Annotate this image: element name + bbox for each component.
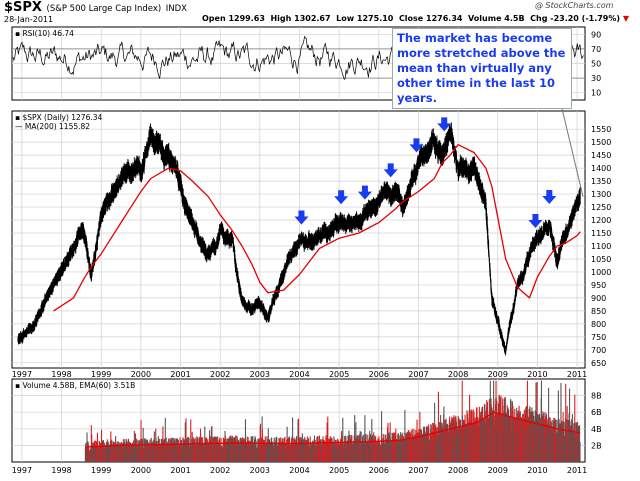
open-value: 1299.63	[228, 14, 265, 23]
price-legend: ▪ $SPX (Daily) 1276.34	[15, 113, 103, 122]
high-value: 1302.67	[294, 14, 331, 23]
price-y-tick-label: 1200	[591, 216, 611, 225]
x-tick-label-volume: 2005	[329, 466, 349, 475]
chart-title: $SPX (S&P 500 Large Cap Index) INDX	[4, 0, 187, 15]
exchange: INDX	[165, 4, 187, 14]
price-y-tick-label: 800	[591, 320, 606, 329]
price-y-tick-label: 1050	[591, 255, 611, 264]
price-y-tick-label: 850	[591, 307, 606, 316]
volume-y-tick-label: 8B	[591, 392, 602, 401]
price-y-tick-label: 1500	[591, 138, 611, 147]
x-tick-label-price: 2008	[448, 370, 468, 379]
x-tick-label-price: 2002	[210, 370, 230, 379]
x-tick-label-price: 1997	[12, 370, 32, 379]
change-value: -23.20 (-1.79%)	[550, 14, 621, 23]
price-y-tick-label: 950	[591, 281, 606, 290]
chart-date: 28-Jan-2011	[4, 15, 54, 24]
price-y-tick-label: 900	[591, 294, 606, 303]
x-tick-label-price: 1998	[51, 370, 71, 379]
x-tick-label-price: 2009	[488, 370, 508, 379]
down-arrow-marker	[542, 190, 557, 205]
x-tick-label-price: 1999	[91, 370, 111, 379]
rsi-y-tick-label: 30	[591, 74, 601, 83]
x-tick-label-price: 2000	[131, 370, 151, 379]
rsi-y-tick-label: 10	[591, 89, 601, 98]
volume-value: 4.5B	[504, 14, 525, 23]
x-tick-label-price: 2007	[408, 370, 428, 379]
rsi-y-tick-label: 50	[591, 60, 601, 69]
x-tick-label-volume: 1999	[91, 466, 111, 475]
price-y-tick-label: 1550	[591, 125, 611, 134]
watermark: @ StockCharts.com	[535, 1, 614, 10]
x-tick-label-volume: 2003	[250, 466, 270, 475]
price-bars	[17, 122, 581, 356]
down-arrow-marker	[383, 163, 398, 178]
x-tick-label-volume: 1998	[51, 466, 71, 475]
x-tick-label-price: 2001	[170, 370, 190, 379]
symbol: $SPX	[4, 0, 42, 15]
ma-legend: — MA(200) 1155.82	[15, 122, 90, 131]
price-y-tick-label: 1250	[591, 203, 611, 212]
x-tick-label-volume: 2000	[131, 466, 151, 475]
x-tick-label-volume: 2010	[527, 466, 547, 475]
x-tick-label-volume: 2007	[408, 466, 428, 475]
price-y-tick-label: 1300	[591, 190, 611, 199]
price-y-tick-label: 1450	[591, 151, 611, 160]
x-tick-label-volume: 2001	[170, 466, 190, 475]
x-tick-label-price: 2006	[369, 370, 389, 379]
x-tick-label-volume: 2004	[289, 466, 309, 475]
price-y-tick-label: 1350	[591, 177, 611, 186]
down-arrow-marker	[294, 210, 309, 225]
price-y-tick-label: 1400	[591, 164, 611, 173]
down-arrow-marker	[334, 190, 349, 205]
volume-y-tick-label: 6B	[591, 408, 602, 417]
x-tick-label-volume: 2002	[210, 466, 230, 475]
rsi-legend: ▪ RSI(10) 46.74	[15, 29, 74, 38]
x-tick-label-volume: 2011	[567, 466, 587, 475]
down-arrow-marker	[409, 138, 424, 153]
price-y-tick-label: 1000	[591, 268, 611, 277]
x-tick-label-volume: 2009	[488, 466, 508, 475]
x-tick-label-volume: 2008	[448, 466, 468, 475]
ma200-line	[53, 144, 581, 312]
down-arrow-marker	[357, 185, 372, 200]
down-arrow-marker	[528, 214, 543, 229]
volume-y-tick-label: 2B	[591, 441, 602, 450]
x-tick-label-price: 2011	[567, 370, 587, 379]
ohlc-summary: Open 1299.63 High 1302.67 Low 1275.10 Cl…	[202, 14, 629, 23]
index-name: (S&P 500 Large Cap Index)	[46, 4, 162, 14]
down-arrow-icon: ▼	[622, 14, 629, 23]
down-arrow-marker	[437, 117, 452, 132]
x-tick-label-price: 2005	[329, 370, 349, 379]
annotation-pointer	[559, 99, 584, 197]
close-value: 1276.34	[426, 14, 463, 23]
x-tick-label-price: 2004	[289, 370, 309, 379]
low-value: 1275.10	[356, 14, 394, 23]
price-y-tick-label: 650	[591, 359, 606, 368]
x-tick-label-volume: 1997	[12, 466, 32, 475]
rsi-y-tick-label: 90	[591, 30, 601, 39]
rsi-y-tick-label: 70	[591, 45, 601, 54]
x-tick-label-price: 2003	[250, 370, 270, 379]
price-y-tick-label: 1100	[591, 242, 611, 251]
x-tick-label-price: 2010	[527, 370, 547, 379]
price-y-tick-label: 1150	[591, 229, 611, 238]
x-tick-label-volume: 2006	[369, 466, 389, 475]
volume-y-tick-label: 4B	[591, 425, 602, 434]
price-y-tick-label: 750	[591, 333, 606, 342]
volume-bars	[84, 380, 581, 462]
price-y-tick-label: 700	[591, 346, 606, 355]
